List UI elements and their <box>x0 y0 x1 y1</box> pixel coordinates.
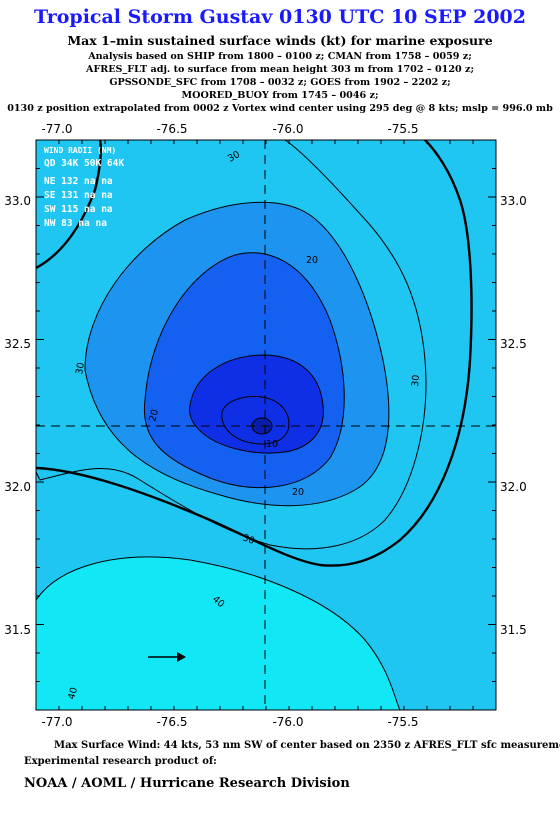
lat-tick-label-right: 31.5 <box>500 623 527 637</box>
page-title: Tropical Storm Gustav 0130 UTC 10 SEP 20… <box>33 6 526 28</box>
lon-tick-label-top: -76.0 <box>272 122 303 136</box>
wind-radii-row: SW 115 na na <box>44 204 113 215</box>
lat-tick-label-right: 32.5 <box>500 337 527 351</box>
lon-tick-label-top: -75.5 <box>387 122 418 136</box>
contour-label: 20 <box>306 255 318 266</box>
lat-tick-label-left: 33.0 <box>4 194 31 208</box>
wind-region-40kt <box>36 556 401 710</box>
wind-radii-header: WIND RADII (NM) <box>44 146 116 155</box>
page-subtitle: Max 1–min sustained surface winds (kt) f… <box>67 33 493 48</box>
lat-tick-label-right: 32.0 <box>500 480 527 494</box>
lat-tick-label-left: 32.5 <box>4 337 31 351</box>
contour-label: 30 <box>226 149 242 165</box>
contour-label: 10 <box>266 439 278 450</box>
axis-ticks <box>35 139 497 711</box>
contour-label: 30 <box>74 362 87 376</box>
lat-tick-label-left: 32.0 <box>4 480 31 494</box>
storm-motion-arrow <box>148 652 186 662</box>
wind-contours <box>36 140 496 710</box>
analysis-info-line-3: GPSSONDE_SFC from 1708 – 0032 z; GOES fr… <box>109 77 451 88</box>
organization-credit: NOAA / AOML / Hurricane Research Divisio… <box>24 776 350 791</box>
wind-radii-table: WIND RADII (NM) QD 34K 50K 64K NE 132 na… <box>44 146 124 229</box>
contour-label: 40 <box>66 686 80 701</box>
analysis-info-line-1: Analysis based on SHIP from 1800 – 0100 … <box>88 51 472 62</box>
wind-radii-row: NW 83 na na <box>44 218 107 229</box>
contour-label: 20 <box>147 408 161 423</box>
lon-tick-label-top: -77.0 <box>41 122 72 136</box>
position-info-line: 0130 z position extrapolated from 0002 z… <box>7 103 553 114</box>
lat-tick-label-left: 31.5 <box>4 623 31 637</box>
contour-label: 20 <box>292 487 304 498</box>
wind-radii-row: SE 131 na na <box>44 190 113 201</box>
lat-tick-label-right: 33.0 <box>500 194 527 208</box>
contour-label: 30 <box>410 374 422 387</box>
lon-tick-label-bottom: -76.0 <box>272 715 303 729</box>
contour-label: 30 <box>241 532 256 546</box>
wind-contour-34kt-thick-nw <box>36 140 102 270</box>
analysis-info-line-2: AFRES_FLT adj. to surface from mean heig… <box>86 64 474 75</box>
lon-tick-label-bottom: -75.5 <box>387 715 418 729</box>
lon-tick-label-top: -76.5 <box>156 122 187 136</box>
wind-contour-34kt-thick <box>36 140 473 567</box>
wind-radii-row: NE 132 na na <box>44 176 113 187</box>
analysis-info-line-4: MOORED_BUOY from 1745 – 0046 z; <box>181 90 379 101</box>
lon-tick-label-bottom: -77.0 <box>41 715 72 729</box>
max-wind-note: Max Surface Wind: 44 kts, 53 nm SW of ce… <box>54 740 560 751</box>
lon-tick-label-bottom: -76.5 <box>156 715 187 729</box>
experimental-note: Experimental research product of: <box>24 756 217 767</box>
wind-radii-columns: QD 34K 50K 64K <box>44 158 124 169</box>
